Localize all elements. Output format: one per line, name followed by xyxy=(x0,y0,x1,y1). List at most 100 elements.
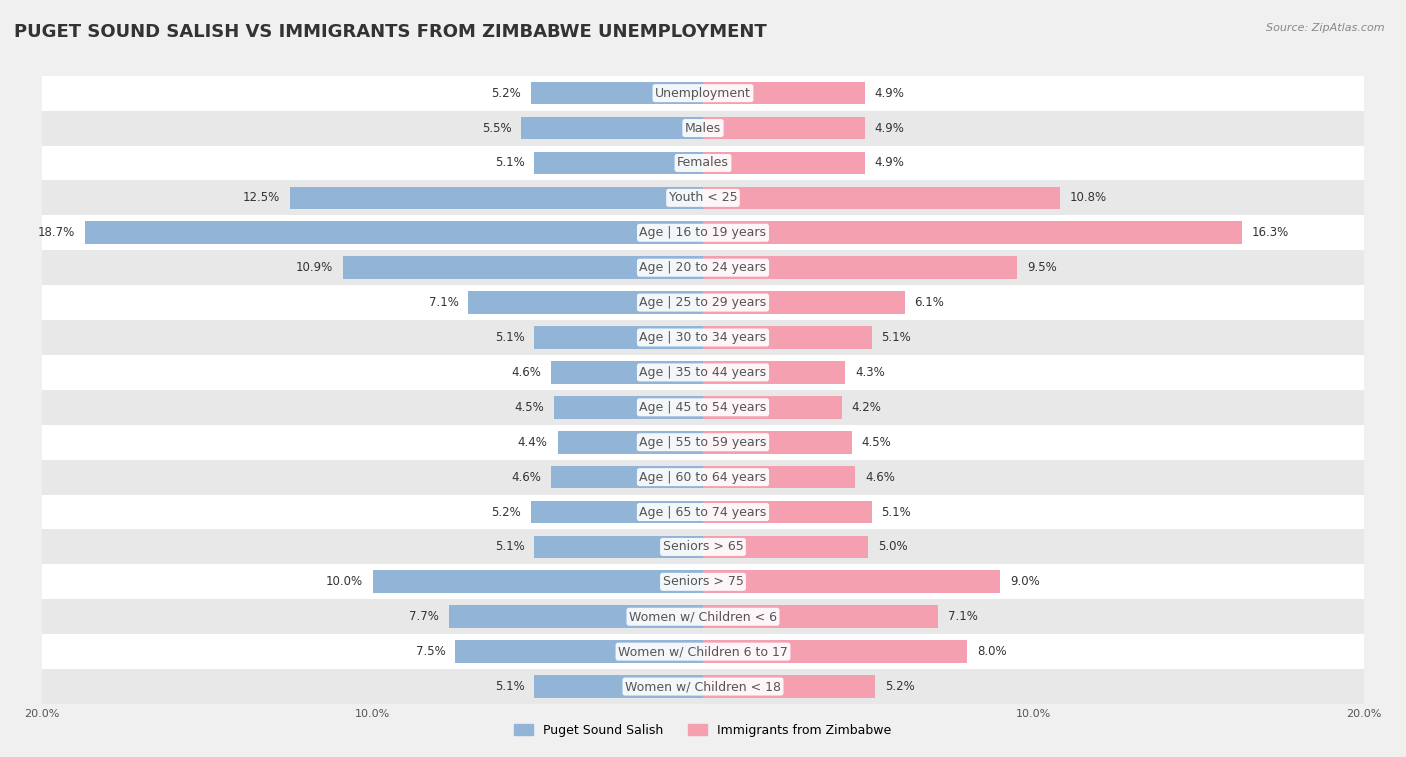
Bar xyxy=(42,529,1364,565)
Bar xyxy=(42,180,1364,215)
Bar xyxy=(42,320,1364,355)
Text: 7.5%: 7.5% xyxy=(416,645,446,658)
Text: Age | 65 to 74 years: Age | 65 to 74 years xyxy=(640,506,766,519)
Bar xyxy=(551,361,703,384)
Text: Males: Males xyxy=(685,122,721,135)
Text: Seniors > 75: Seniors > 75 xyxy=(662,575,744,588)
Bar xyxy=(703,361,845,384)
Bar xyxy=(531,500,703,523)
Bar xyxy=(42,634,1364,669)
Text: Age | 60 to 64 years: Age | 60 to 64 years xyxy=(640,471,766,484)
Bar xyxy=(42,494,1364,529)
Bar xyxy=(703,571,1001,593)
Text: 5.1%: 5.1% xyxy=(882,506,911,519)
Text: 4.6%: 4.6% xyxy=(512,471,541,484)
Text: Females: Females xyxy=(678,157,728,170)
Text: Age | 55 to 59 years: Age | 55 to 59 years xyxy=(640,436,766,449)
Bar xyxy=(703,82,865,104)
Bar xyxy=(703,396,842,419)
Bar xyxy=(703,640,967,663)
Bar xyxy=(449,606,703,628)
Bar xyxy=(554,396,703,419)
Bar xyxy=(42,669,1364,704)
Bar xyxy=(42,390,1364,425)
Text: 5.0%: 5.0% xyxy=(879,540,908,553)
Bar xyxy=(42,285,1364,320)
Text: 5.2%: 5.2% xyxy=(884,680,914,693)
Bar xyxy=(468,291,703,314)
Bar xyxy=(42,215,1364,251)
Text: Women w/ Children 6 to 17: Women w/ Children 6 to 17 xyxy=(619,645,787,658)
Bar xyxy=(343,257,703,279)
Text: Age | 25 to 29 years: Age | 25 to 29 years xyxy=(640,296,766,309)
Bar xyxy=(703,675,875,698)
Text: 5.1%: 5.1% xyxy=(495,540,524,553)
Bar xyxy=(290,186,703,209)
Bar xyxy=(456,640,703,663)
Bar xyxy=(42,76,1364,111)
Text: Youth < 25: Youth < 25 xyxy=(669,192,737,204)
Text: 8.0%: 8.0% xyxy=(977,645,1007,658)
Bar xyxy=(534,536,703,558)
Bar xyxy=(703,291,904,314)
Bar xyxy=(558,431,703,453)
Bar xyxy=(42,459,1364,494)
Text: 9.5%: 9.5% xyxy=(1026,261,1056,274)
Bar xyxy=(703,500,872,523)
Text: Source: ZipAtlas.com: Source: ZipAtlas.com xyxy=(1267,23,1385,33)
Text: Age | 35 to 44 years: Age | 35 to 44 years xyxy=(640,366,766,379)
Text: Age | 16 to 19 years: Age | 16 to 19 years xyxy=(640,226,766,239)
Bar xyxy=(703,186,1060,209)
Bar xyxy=(703,536,868,558)
Text: 4.9%: 4.9% xyxy=(875,157,904,170)
Bar xyxy=(534,151,703,174)
Text: 5.1%: 5.1% xyxy=(495,680,524,693)
Text: 18.7%: 18.7% xyxy=(38,226,75,239)
Bar xyxy=(42,251,1364,285)
Text: 4.9%: 4.9% xyxy=(875,86,904,100)
Text: 10.0%: 10.0% xyxy=(326,575,363,588)
Text: 4.6%: 4.6% xyxy=(512,366,541,379)
Bar xyxy=(42,355,1364,390)
Text: 5.5%: 5.5% xyxy=(482,122,512,135)
Text: 7.7%: 7.7% xyxy=(409,610,439,623)
Text: Age | 20 to 24 years: Age | 20 to 24 years xyxy=(640,261,766,274)
Legend: Puget Sound Salish, Immigrants from Zimbabwe: Puget Sound Salish, Immigrants from Zimb… xyxy=(509,718,897,742)
Bar xyxy=(703,151,865,174)
Bar xyxy=(42,145,1364,180)
Text: 12.5%: 12.5% xyxy=(243,192,280,204)
Bar xyxy=(534,675,703,698)
Bar xyxy=(42,600,1364,634)
Text: 4.4%: 4.4% xyxy=(517,436,548,449)
Bar xyxy=(42,111,1364,145)
Text: Women w/ Children < 6: Women w/ Children < 6 xyxy=(628,610,778,623)
Bar xyxy=(86,222,703,244)
Text: 4.3%: 4.3% xyxy=(855,366,884,379)
Bar xyxy=(703,117,865,139)
Text: 4.2%: 4.2% xyxy=(852,400,882,414)
Text: 6.1%: 6.1% xyxy=(914,296,945,309)
Text: Seniors > 65: Seniors > 65 xyxy=(662,540,744,553)
Bar xyxy=(703,606,938,628)
Text: Age | 45 to 54 years: Age | 45 to 54 years xyxy=(640,400,766,414)
Text: 16.3%: 16.3% xyxy=(1251,226,1289,239)
Text: 4.5%: 4.5% xyxy=(862,436,891,449)
Bar xyxy=(703,466,855,488)
Text: 10.9%: 10.9% xyxy=(295,261,333,274)
Bar xyxy=(703,222,1241,244)
Bar xyxy=(373,571,703,593)
Text: 5.1%: 5.1% xyxy=(495,157,524,170)
Text: 5.1%: 5.1% xyxy=(495,331,524,344)
Text: 7.1%: 7.1% xyxy=(429,296,458,309)
Text: Age | 30 to 34 years: Age | 30 to 34 years xyxy=(640,331,766,344)
Text: Women w/ Children < 18: Women w/ Children < 18 xyxy=(626,680,780,693)
Text: 4.6%: 4.6% xyxy=(865,471,894,484)
Bar xyxy=(522,117,703,139)
Bar xyxy=(703,326,872,349)
Text: 4.5%: 4.5% xyxy=(515,400,544,414)
Bar xyxy=(703,257,1017,279)
Text: 5.1%: 5.1% xyxy=(882,331,911,344)
Text: Unemployment: Unemployment xyxy=(655,86,751,100)
Bar xyxy=(534,326,703,349)
Text: 5.2%: 5.2% xyxy=(492,86,522,100)
